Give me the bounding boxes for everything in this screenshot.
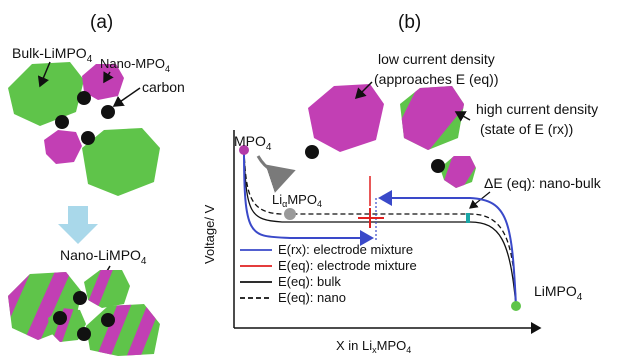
lixmpo4-label: LiαMPO4	[272, 192, 322, 209]
e-rx-discharge-curve	[378, 190, 517, 307]
limpo4-label: LiMPO4	[534, 283, 583, 303]
bulk-limpo4-label: Bulk-LiMPO4	[12, 45, 93, 65]
high-current-particle	[400, 86, 464, 150]
mpo4-point	[239, 145, 249, 155]
low-current-particle	[308, 84, 384, 152]
low-current-label-line2: (approaches E (eq))	[374, 71, 499, 87]
carbon-particle	[53, 311, 67, 325]
bulk-limpo4-particle	[8, 62, 84, 126]
nano-limpo4-particle	[86, 304, 160, 356]
legend-label: E(eq): nano	[278, 290, 346, 305]
e-eq-nano-curve	[243, 149, 517, 307]
nano-mpo4-leader-arrow	[103, 71, 114, 84]
carbon-particle	[55, 115, 69, 129]
panel-a: (a) Bulk-LiMPO4 Nano-MPO4 carbon Nano-Li…	[8, 12, 185, 356]
bulk-leader-arrow	[37, 61, 51, 88]
e-rx-charge-curve	[243, 149, 374, 246]
limpo4-point	[511, 301, 521, 311]
high-current-label-line2: (state of E (rx))	[480, 121, 573, 137]
carbon-particle	[305, 145, 319, 159]
bottom-particle-cluster	[8, 270, 160, 356]
carbon-label: carbon	[142, 79, 185, 95]
nano-limpo4-particle	[48, 308, 86, 342]
bulk-limpo4-particle	[82, 128, 160, 196]
lixmpo4-point	[284, 208, 296, 220]
low-current-leader-arrow	[354, 81, 373, 100]
carbon-particle	[101, 105, 115, 119]
mpo4-label: MPO4	[234, 133, 272, 153]
carbon-particle	[77, 91, 91, 105]
panel-b-label: (b)	[398, 12, 421, 33]
process-arrow	[256, 155, 296, 193]
carbon-leader-arrow	[112, 87, 141, 107]
carbon-particle	[81, 131, 95, 145]
high-current-small-particle	[440, 156, 476, 188]
nano-mpo4-label: Nano-MPO4	[100, 56, 170, 74]
high-current-label-line1: high current density	[476, 101, 598, 117]
nano-limpo4-label: Nano-LiMPO4	[60, 247, 147, 267]
legend-label: E(rx): electrode mixture	[278, 242, 413, 257]
panel-b: (b) low current density (approaches E (e…	[202, 12, 602, 355]
carbon-particle	[73, 291, 87, 305]
low-current-label-line1: low current density	[378, 51, 495, 67]
panel-a-label: (a)	[90, 12, 113, 33]
delta-e-label: ΔE (eq): nano-bulk	[484, 175, 602, 191]
transformation-arrow	[58, 206, 98, 244]
y-axis-label: Voltage/ V	[202, 204, 217, 264]
carbon-particle	[101, 313, 115, 327]
legend-label: E(eq): bulk	[278, 274, 341, 289]
high-current-leader-arrow	[454, 111, 471, 122]
nano-limpo4-particle	[84, 270, 130, 308]
x-axis-label: X in LixMPO4	[336, 338, 411, 355]
nano-mpo4-particle	[44, 130, 82, 164]
legend-label: E(eq): electrode mixture	[278, 258, 417, 273]
carbon-particle	[77, 327, 91, 341]
delta-e-bar	[466, 213, 470, 223]
carbon-particle	[431, 159, 445, 173]
top-particle-cluster	[8, 62, 160, 196]
